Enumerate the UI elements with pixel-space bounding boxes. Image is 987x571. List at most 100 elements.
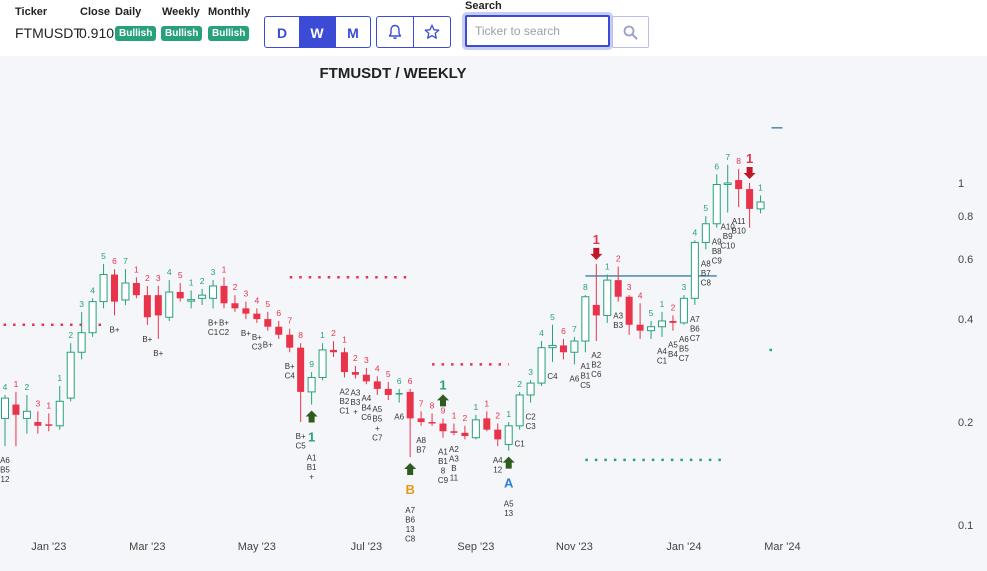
count-label: 3 — [211, 267, 216, 277]
count-label: 6 — [714, 161, 719, 171]
setup-label: A8 — [701, 259, 711, 268]
daily-label: Daily — [115, 6, 142, 18]
candle — [559, 338, 567, 360]
setup-label: B5 — [679, 344, 689, 353]
candle — [471, 414, 480, 440]
candle — [395, 388, 403, 403]
candle-body — [548, 344, 557, 349]
setup-label: A4 — [657, 347, 667, 356]
y-tick-label: 0.1 — [958, 520, 973, 532]
candle-body — [439, 423, 447, 432]
candle — [723, 164, 732, 213]
candle-body — [406, 391, 414, 419]
candle — [330, 341, 337, 357]
candle — [55, 385, 64, 430]
count-label: 5 — [550, 312, 555, 322]
candle-body — [636, 324, 644, 331]
signal-label: B — [405, 482, 414, 497]
candle — [658, 311, 666, 337]
candle — [264, 311, 272, 331]
timeframe-daily-button[interactable]: D — [264, 16, 300, 48]
count-label: 1 — [57, 373, 62, 383]
candle — [99, 263, 108, 309]
setup-label: C7 — [372, 433, 383, 442]
setup-label: 12 — [493, 466, 502, 475]
candle-body — [756, 201, 765, 210]
candle — [275, 320, 283, 339]
timeframe-weekly-button[interactable]: W — [299, 16, 335, 48]
count-label: 7 — [419, 398, 424, 408]
daily-status-badge: Bullish — [115, 26, 157, 41]
candle-body — [690, 241, 699, 299]
candle — [143, 285, 151, 325]
timeframe-monthly-button[interactable]: M — [335, 16, 371, 48]
count-label: 4 — [3, 382, 8, 392]
candle — [165, 280, 174, 321]
search-input[interactable] — [465, 15, 610, 47]
candle-body — [471, 419, 480, 439]
count-label: 2 — [331, 328, 336, 338]
setup-label: B+ — [285, 362, 295, 371]
count-label: 1 — [134, 264, 139, 274]
setup-label: A4 — [361, 394, 371, 403]
x-tick-label: May '23 — [238, 541, 276, 553]
x-tick-label: Mar '24 — [764, 541, 800, 553]
setup-label: A3 — [351, 389, 361, 398]
candle-body — [34, 422, 42, 426]
count-label: 4 — [692, 227, 697, 237]
count-label: 7 — [123, 256, 128, 266]
count-label: 6 — [561, 326, 566, 336]
search-button[interactable] — [612, 16, 649, 48]
candle-body — [614, 280, 622, 297]
candle-body — [712, 183, 721, 225]
candle — [154, 285, 162, 339]
candle-body — [264, 319, 272, 327]
candle — [340, 347, 348, 378]
setup-label: C3 — [525, 422, 536, 431]
watchlist-button[interactable] — [413, 16, 451, 48]
candle — [515, 391, 524, 430]
candle-body — [647, 326, 656, 332]
candle — [614, 266, 622, 302]
candle-body — [55, 400, 64, 427]
setup-label: A2 — [340, 387, 350, 396]
x-tick-label: Nov '23 — [556, 541, 593, 553]
count-label: 2 — [495, 411, 500, 421]
setup-label: B6 — [405, 516, 415, 525]
setup-label: C8 — [701, 278, 712, 287]
candle — [132, 277, 140, 299]
setup-label: C7 — [690, 334, 701, 343]
setup-label: C6 — [361, 413, 372, 422]
alert-button[interactable] — [376, 16, 414, 48]
setup-label: 12 — [1, 475, 10, 484]
sell-arrow-icon — [590, 247, 603, 260]
candle — [570, 336, 579, 365]
count-label: 8 — [583, 282, 588, 292]
candle — [548, 324, 557, 362]
candle — [712, 174, 721, 228]
setup-label: A2 — [449, 445, 459, 454]
buy-arrow-icon — [404, 463, 417, 476]
buy-arrow-icon — [305, 410, 318, 423]
candle-body — [723, 182, 732, 185]
candle — [297, 343, 305, 423]
candle — [77, 311, 86, 360]
ticker-label: Ticker — [15, 6, 48, 18]
setup-label: C1 — [339, 406, 350, 415]
count-label: 5 — [178, 270, 183, 280]
signal-label: 1 — [308, 430, 315, 445]
candle-body — [417, 418, 425, 423]
setup-label: C9 — [712, 257, 723, 266]
candle — [439, 418, 447, 438]
candle — [373, 376, 381, 395]
setup-label: A6 — [570, 374, 580, 383]
candle — [417, 411, 425, 426]
x-tick-label: Sep '23 — [457, 541, 494, 553]
count-label: 9 — [309, 359, 314, 369]
setup-label: A3 — [449, 455, 459, 464]
candle-body — [121, 282, 130, 301]
count-label: 1 — [473, 402, 478, 412]
candle-body — [570, 340, 579, 353]
setup-label: A10 — [721, 222, 736, 231]
